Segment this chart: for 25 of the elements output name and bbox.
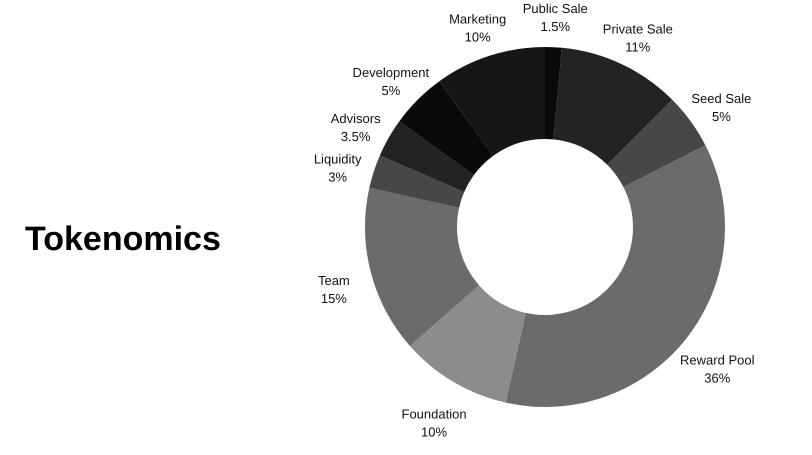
data-label: 3% [328, 170, 348, 185]
donut-slice [380, 121, 474, 192]
slice-label: Seed Sale [691, 90, 752, 106]
slice-label: Private Sale [602, 22, 673, 37]
data-label: 10% [464, 30, 492, 45]
data-label: 5% [381, 82, 401, 98]
slice-label: Public Sale [522, 1, 588, 16]
slice-label: Team [318, 273, 350, 288]
slice-label: Advisors [330, 110, 382, 126]
slice-label: Development [352, 64, 430, 80]
data-label: 15% [320, 291, 348, 306]
slice-label: Foundation [402, 406, 467, 422]
data-label: 36% [704, 370, 731, 386]
data-label: 10% [421, 424, 448, 440]
slice-label: Reward Pool [680, 352, 755, 368]
slice-label: Marketing [449, 12, 506, 27]
slice-label: Liquidity [314, 152, 362, 167]
data-label: 3.5% [340, 128, 371, 144]
data-label: 11% [625, 40, 651, 55]
text: Tokenomics [25, 220, 221, 258]
data-label: 1.5% [540, 19, 571, 34]
donut-slice [365, 188, 479, 346]
data-label: 5% [712, 108, 732, 124]
donut-slice [410, 285, 526, 403]
donut-slice [369, 156, 464, 208]
